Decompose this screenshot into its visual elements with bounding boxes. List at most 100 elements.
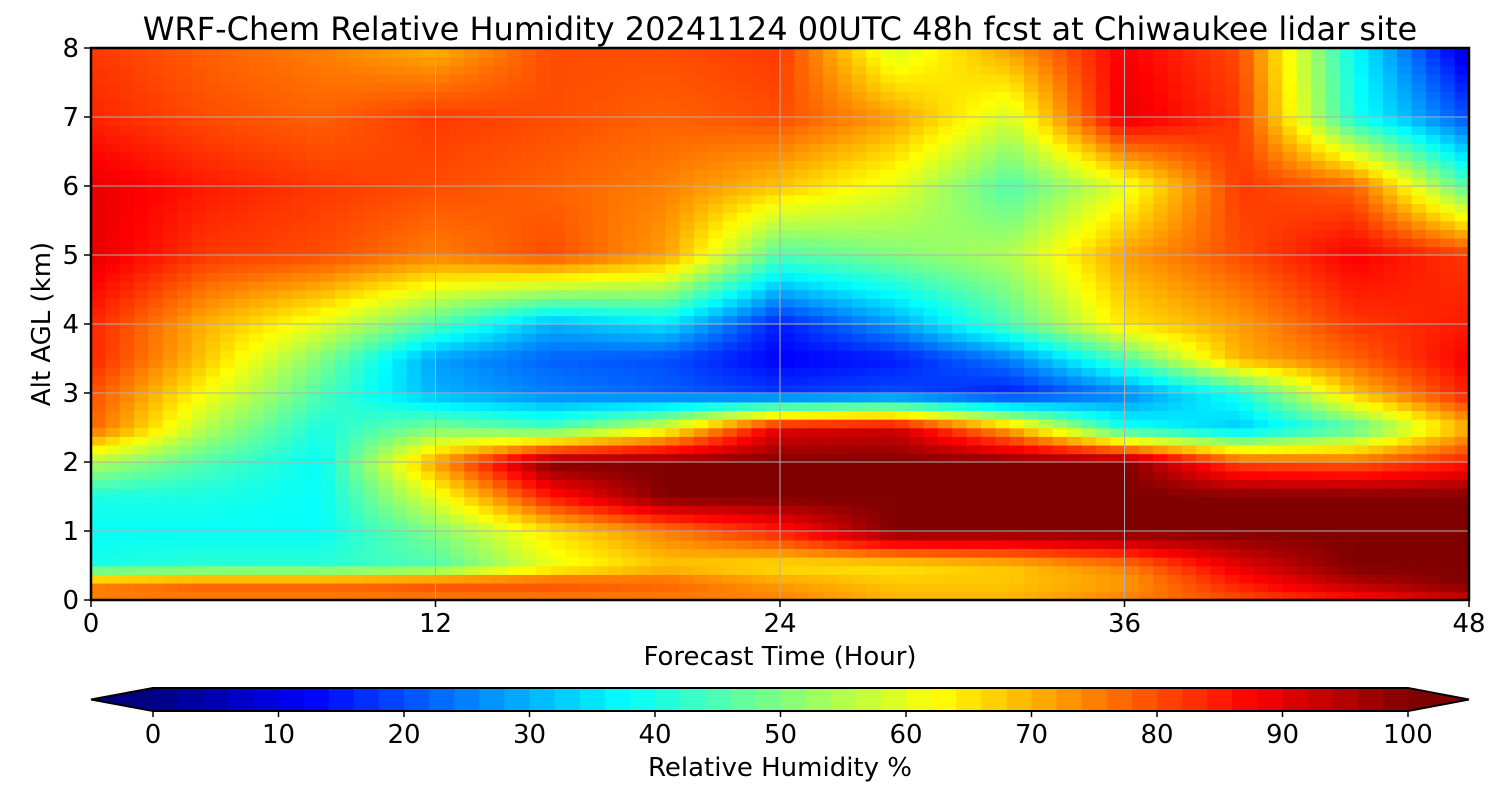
rh-cell: [1354, 531, 1370, 541]
rh-cell: [306, 367, 322, 377]
rh-cell: [406, 272, 422, 282]
rh-cell: [248, 513, 265, 524]
rh-cell: [177, 367, 193, 377]
rh-cell: [880, 298, 896, 308]
rh-cell: [363, 393, 379, 403]
rh-cell: [91, 513, 107, 524]
rh-cell: [1196, 548, 1212, 558]
rh-cell: [722, 168, 738, 179]
rh-cell: [579, 315, 595, 325]
rh-cell: [1038, 280, 1054, 291]
rh-cell: [349, 160, 365, 170]
rh-cell: [636, 186, 652, 196]
rh-cell: [191, 505, 207, 515]
rh-cell: [162, 582, 178, 593]
rh-cell: [636, 263, 652, 274]
rh-cell: [593, 505, 609, 515]
rh-cell: [306, 401, 322, 412]
rh-cell: [736, 220, 753, 230]
rh-cell: [134, 142, 150, 153]
rh-cell: [1325, 522, 1341, 532]
rh-cell: [291, 462, 308, 472]
rh-cell: [1282, 306, 1298, 317]
rh-cell: [650, 151, 666, 161]
rh-cell: [894, 384, 910, 394]
rh-cell: [636, 246, 652, 256]
rh-cell: [1368, 505, 1384, 515]
rh-cell: [794, 418, 810, 429]
rh-cell: [808, 565, 824, 575]
rh-cell: [1009, 160, 1025, 170]
rh-cell: [220, 393, 236, 403]
rh-cell: [636, 470, 652, 481]
rh-cell: [1052, 194, 1068, 205]
rh-cell: [406, 565, 422, 575]
rh-cell: [1397, 582, 1413, 593]
rh-cell: [1440, 470, 1456, 481]
rh-cell: [579, 513, 595, 524]
rh-cell: [780, 358, 796, 368]
rh-cell: [736, 582, 753, 593]
rh-cell: [392, 272, 408, 282]
rh-cell: [693, 496, 710, 506]
rh-cell: [392, 556, 408, 567]
rh-cell: [851, 151, 867, 161]
rh-cell: [1339, 298, 1355, 308]
rh-cell: [1354, 186, 1370, 196]
rh-cell: [823, 427, 839, 437]
rh-cell: [636, 168, 652, 179]
rh-cell: [550, 255, 566, 265]
rh-cell: [923, 496, 939, 506]
rh-cell: [851, 539, 867, 550]
rh-cell: [837, 453, 853, 463]
rh-cell: [894, 246, 910, 256]
rh-cell: [464, 306, 480, 317]
rh-cell: [1382, 203, 1399, 213]
rh-cell: [937, 220, 954, 230]
rh-cell: [1167, 591, 1183, 600]
rh-cell: [1239, 444, 1255, 455]
rh-cell: [923, 315, 939, 325]
rh-cell: [808, 582, 824, 593]
rh-cell: [162, 367, 178, 377]
rh-cell: [349, 384, 365, 394]
rh-cell: [248, 324, 265, 334]
rh-cell: [765, 496, 781, 506]
rh-cell: [780, 280, 796, 291]
rh-cell: [277, 324, 293, 334]
rh-cell: [1095, 349, 1111, 360]
rh-cell: [1425, 410, 1442, 420]
rh-cell: [1095, 427, 1111, 437]
rh-cell: [894, 479, 910, 489]
rh-cell: [248, 341, 265, 351]
rh-cell: [693, 487, 710, 498]
rh-cell: [91, 177, 107, 187]
rh-cell: [1440, 272, 1456, 282]
rh-cell: [607, 513, 623, 524]
rh-cell: [1067, 410, 1083, 420]
rh-cell: [550, 453, 566, 463]
rh-cell: [650, 194, 666, 205]
rh-cell: [751, 384, 767, 394]
rh-cell: [1038, 496, 1054, 506]
rh-cell: [1268, 289, 1284, 299]
rh-cell: [650, 444, 666, 455]
rh-cell: [1440, 358, 1456, 368]
rh-cell: [1067, 324, 1083, 334]
rh-cell: [1067, 168, 1083, 179]
rh-cell: [980, 194, 997, 205]
rh-cell: [1181, 453, 1198, 463]
rh-cell: [622, 427, 638, 437]
rh-cell: [248, 349, 265, 360]
rh-cell: [134, 332, 150, 343]
rh-cell: [492, 315, 509, 325]
rh-cell: [909, 237, 925, 248]
rh-cell: [866, 548, 882, 558]
rh-cell: [1038, 203, 1054, 213]
rh-cell: [636, 436, 652, 446]
rh-cell: [1239, 255, 1255, 265]
rh-cell: [1067, 246, 1083, 256]
rh-cell: [148, 582, 164, 593]
rh-cell: [923, 246, 939, 256]
rh-cell: [1397, 393, 1413, 403]
